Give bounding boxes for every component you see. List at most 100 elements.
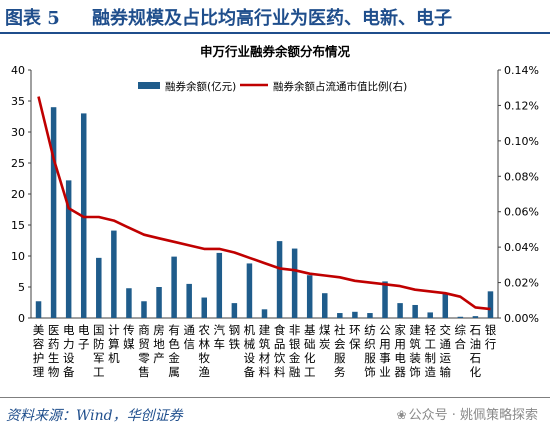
right-tick-label: 0.06%	[504, 206, 539, 219]
x-tick-label: 有色金属	[168, 323, 180, 379]
header-divider	[0, 32, 550, 34]
right-tick-label: 0.00%	[504, 312, 539, 325]
x-tick-label: 社会服务	[334, 323, 346, 379]
legend-bar-swatch	[138, 82, 160, 89]
x-tick-label: 银行	[485, 323, 497, 351]
bar	[126, 288, 132, 318]
right-tick-label: 0.12%	[504, 99, 539, 112]
x-tick-label: 基础化工	[304, 323, 316, 379]
bar	[261, 309, 268, 318]
chart-legend: 融券余额(亿元) 融券余额占流通市值比例(右)	[138, 80, 407, 93]
right-tick-label: 0.10%	[504, 135, 539, 148]
legend-bar-label: 融券余额(亿元)	[165, 80, 236, 93]
legend-line-label: 融券余额占流通市值比例(右)	[273, 80, 407, 93]
x-tick-label: 计算机	[108, 323, 120, 365]
x-tick-label: 美容护理	[33, 323, 45, 379]
chart-title: 申万行业融券余额分布情况	[200, 44, 351, 59]
left-tick-label: 15	[11, 219, 25, 232]
watermark: ❀ 公众号 · 姚佩策略探索	[392, 403, 542, 424]
bar	[141, 301, 147, 318]
x-tick-label: 家用电器	[394, 323, 406, 379]
chart-area: 申万行业融券余额分布情况 融券余额(亿元) 融券余额占流通市值比例(右) 0 5 1…	[0, 34, 550, 394]
bar	[35, 301, 42, 318]
watermark-prefix: 公众号 ·	[408, 408, 460, 423]
x-tick-label: 传媒	[123, 323, 135, 351]
x-tick-label: 钢铁	[229, 323, 241, 351]
x-tick-label: 农林牧渔	[198, 323, 210, 379]
x-tick-label: 电力设备	[63, 323, 75, 379]
bar	[397, 303, 403, 318]
bar	[96, 257, 102, 318]
bar	[246, 263, 253, 318]
x-tick-label: 食品饮料	[274, 323, 286, 379]
ratio-line	[37, 96, 491, 311]
left-tick-label: 40	[11, 64, 25, 77]
bar	[412, 304, 418, 318]
bar	[276, 241, 283, 318]
x-tick-label: 非银金融	[289, 323, 301, 379]
bar	[111, 230, 117, 318]
x-tick-label: 综合	[455, 323, 467, 351]
x-tick-label: 煤炭	[319, 323, 331, 351]
bar-series	[35, 107, 494, 319]
x-tick-label: 商贸零售	[138, 323, 150, 379]
bar	[50, 107, 57, 318]
x-tick-label: 国防军工	[93, 323, 105, 379]
bar	[216, 252, 223, 318]
right-tick-label: 0.08%	[504, 170, 539, 183]
x-tick-label: 通信	[183, 323, 195, 351]
bar	[382, 281, 388, 318]
x-tick-label: 汽车	[214, 323, 226, 351]
x-tick-label: 建筑装饰	[409, 323, 421, 379]
chart-axes: 0 5 10 15 20 25 30 35 40 0.00% 0.02% 0.04% 0.06% 0.08…	[11, 64, 539, 325]
left-tick-label: 0	[18, 312, 25, 325]
bar	[171, 256, 177, 318]
bar	[306, 275, 313, 318]
bar	[156, 287, 162, 318]
footer-divider	[0, 397, 550, 398]
left-tick-label: 10	[11, 250, 25, 263]
right-tick-label: 0.14%	[504, 64, 539, 77]
bar	[442, 293, 449, 318]
x-tick-label: 交通运输	[440, 323, 452, 379]
figure-header: 图表 5 融券规模及占比均高行业为医药、电新、电子	[0, 0, 550, 32]
left-tick-label: 35	[11, 95, 25, 108]
bar	[337, 313, 343, 318]
x-tick-label: 轻工制造	[424, 323, 436, 379]
source-note: 资料来源：Wind，华创证券	[6, 408, 183, 424]
x-tick-label: 纺织服饰	[364, 323, 376, 379]
left-tick-label: 5	[18, 281, 25, 294]
chart-svg: 申万行业融券余额分布情况 融券余额(亿元) 融券余额占流通市值比例(右) 0 5 1…	[11, 44, 539, 379]
x-tick-label: 电子	[78, 323, 90, 351]
x-tick-label: 医药生物	[48, 323, 60, 379]
bar	[186, 283, 192, 318]
x-tick-label: 建筑材料	[259, 323, 271, 379]
x-tick-label: 机械设备	[244, 323, 256, 379]
bar	[65, 180, 72, 318]
x-tick-label: 环保	[349, 323, 361, 351]
wechat-icon: ❀	[396, 408, 407, 422]
bar	[231, 303, 238, 318]
ratio-line-series	[37, 96, 491, 311]
x-tick-label: 石油石化	[470, 323, 482, 379]
figure-label: 图表 5	[5, 8, 60, 29]
x-tick-label: 公用事业	[379, 323, 391, 379]
right-tick-label: 0.04%	[504, 241, 539, 254]
right-tick-label: 0.02%	[504, 277, 539, 290]
bar	[427, 312, 433, 318]
bar	[201, 297, 207, 318]
bar	[457, 316, 464, 318]
bar	[487, 291, 494, 318]
left-tick-label: 30	[11, 126, 25, 139]
bar	[367, 313, 373, 318]
bar	[472, 316, 479, 318]
left-tick-label: 25	[11, 157, 25, 170]
figure-title: 融券规模及占比均高行业为医药、电新、电子	[92, 8, 452, 29]
bar	[352, 311, 358, 318]
watermark-name: 姚佩策略探索	[459, 408, 538, 423]
x-tick-label: 房地产	[153, 323, 165, 365]
left-tick-label: 20	[11, 188, 25, 201]
bar	[291, 248, 298, 318]
x-axis-labels: 美容护理医药生物电力设备电子国防军工计算机传媒商贸零售房地产有色金属通信农林牧渔…	[33, 323, 497, 379]
bar	[322, 293, 328, 318]
